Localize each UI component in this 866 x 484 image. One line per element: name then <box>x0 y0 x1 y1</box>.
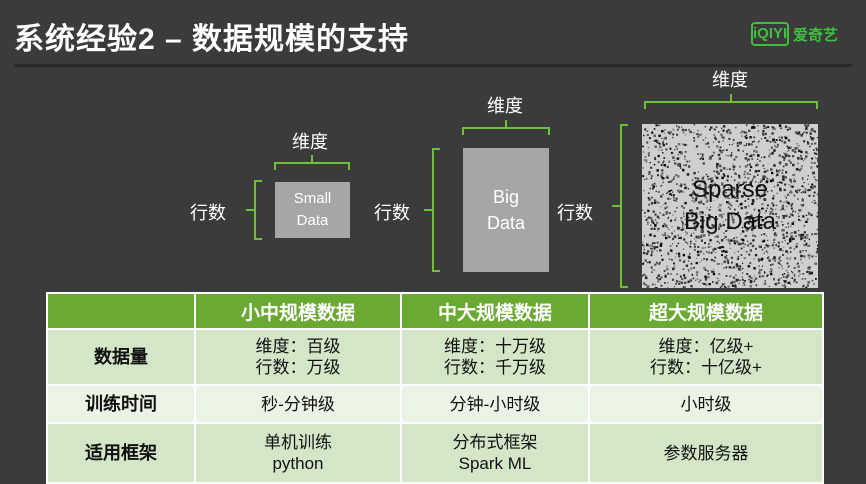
small-data-box: Small Data <box>275 182 350 238</box>
table-cell: 参数服务器 <box>589 423 823 483</box>
sparse-dim-brace <box>644 101 818 109</box>
table-cell: 单机训练 python <box>195 423 401 483</box>
table-cell: 秒-分钟级 <box>195 385 401 423</box>
table-cell: 分钟-小时级 <box>401 385 589 423</box>
small-dim-brace <box>274 162 350 170</box>
big-row-brace <box>432 148 440 272</box>
small-row-brace <box>254 180 262 240</box>
cell-line: 维度：十万级 <box>402 336 588 357</box>
cell-line: 行数：万级 <box>196 357 400 378</box>
table-cell: 小时级 <box>589 385 823 423</box>
cell-line: 分布式框架 <box>402 432 588 453</box>
cell-line: 参数服务器 <box>590 443 822 464</box>
big-data-box: Big Data <box>463 148 549 272</box>
cell-line: python <box>196 453 400 474</box>
table-header-corner <box>47 293 195 329</box>
iqiyi-logo-mark: iQIYI <box>751 22 789 46</box>
table-header-small: 小中规模数据 <box>195 293 401 329</box>
sparse-dim-label: 维度 <box>712 66 748 92</box>
small-data-line1: Small <box>294 188 332 210</box>
table-row: 适用框架 单机训练 python 分布式框架 Spark ML 参数服务器 <box>47 423 823 483</box>
small-data-line2: Data <box>297 210 329 232</box>
table-header-row: 小中规模数据 中大规模数据 超大规模数据 <box>47 293 823 329</box>
table-cell: 分布式框架 Spark ML <box>401 423 589 483</box>
cell-line: 秒-分钟级 <box>196 394 400 415</box>
cell-line: 小时级 <box>590 394 822 415</box>
row-header-data-volume: 数据量 <box>47 329 195 385</box>
small-row-label: 行数 <box>190 199 226 225</box>
table-row: 训练时间 秒-分钟级 分钟-小时级 小时级 <box>47 385 823 423</box>
table-header-medium: 中大规模数据 <box>401 293 589 329</box>
big-dim-label: 维度 <box>487 92 523 118</box>
table-cell: 维度：百级 行数：万级 <box>195 329 401 385</box>
cell-line: 分钟-小时级 <box>402 394 588 415</box>
slide-title: 系统经验2 – 数据规模的支持 <box>14 14 409 58</box>
big-dim-brace <box>462 127 550 135</box>
table-header-large: 超大规模数据 <box>589 293 823 329</box>
comparison-table: 小中规模数据 中大规模数据 超大规模数据 数据量 维度：百级 行数：万级 维度：… <box>46 292 824 484</box>
cell-line: 单机训练 <box>196 432 400 453</box>
cell-line: 维度：百级 <box>196 336 400 357</box>
sparse-row-brace <box>620 124 628 288</box>
cell-line: 行数：千万级 <box>402 357 588 378</box>
big-row-label: 行数 <box>374 199 410 225</box>
table-cell: 维度：亿级+ 行数：十亿级+ <box>589 329 823 385</box>
big-data-line1: Big <box>493 184 519 210</box>
cell-line: 行数：十亿级+ <box>590 357 822 378</box>
iqiyi-logo: iQIYI 爱奇艺 <box>751 22 838 46</box>
table-cell: 维度：十万级 行数：千万级 <box>401 329 589 385</box>
sparse-data-line2: Big Data <box>684 206 776 238</box>
sparse-data-line1: Sparse <box>692 174 768 206</box>
big-data-line2: Data <box>487 210 525 236</box>
table-row: 数据量 维度：百级 行数：万级 维度：十万级 行数：千万级 维度：亿级+ 行数：… <box>47 329 823 385</box>
cell-line: Spark ML <box>402 453 588 474</box>
small-dim-label: 维度 <box>292 128 328 154</box>
iqiyi-logo-text: 爱奇艺 <box>793 24 838 45</box>
row-header-framework: 适用框架 <box>47 423 195 483</box>
cell-line: 维度：亿级+ <box>590 336 822 357</box>
row-header-training-time: 训练时间 <box>47 385 195 423</box>
sparse-data-box: Sparse Big Data <box>642 124 818 288</box>
sparse-row-label: 行数 <box>557 199 593 225</box>
